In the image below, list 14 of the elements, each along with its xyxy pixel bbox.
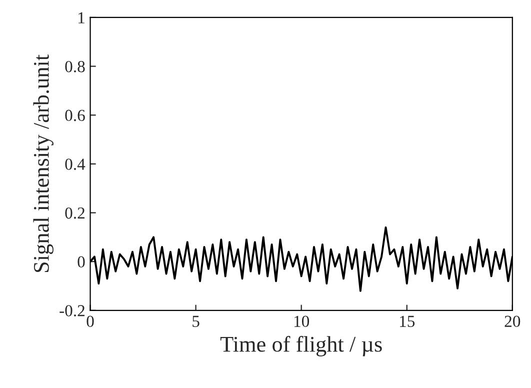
y-tick-label: 0.8: [65, 60, 85, 72]
x-axis-title: Time of flight / µs: [220, 336, 382, 356]
x-tick-label: 15: [400, 316, 415, 327]
x-tick-label: 0: [86, 316, 94, 327]
y-tick-label: -0.2: [60, 305, 84, 316]
y-tick-label: 0.6: [65, 110, 85, 122]
x-tick-label: 10: [294, 316, 310, 327]
y-tick-label: 1: [78, 12, 84, 24]
y-tick-label: 0.2: [65, 207, 84, 219]
y-axis-title: Signal intensity /arb.unit: [33, 54, 54, 272]
y-tick-label: 0: [78, 256, 85, 268]
x-tick-label: 20: [504, 316, 520, 327]
y-tick-label: 0.4: [65, 158, 86, 170]
x-tick-label: 5: [192, 316, 200, 327]
